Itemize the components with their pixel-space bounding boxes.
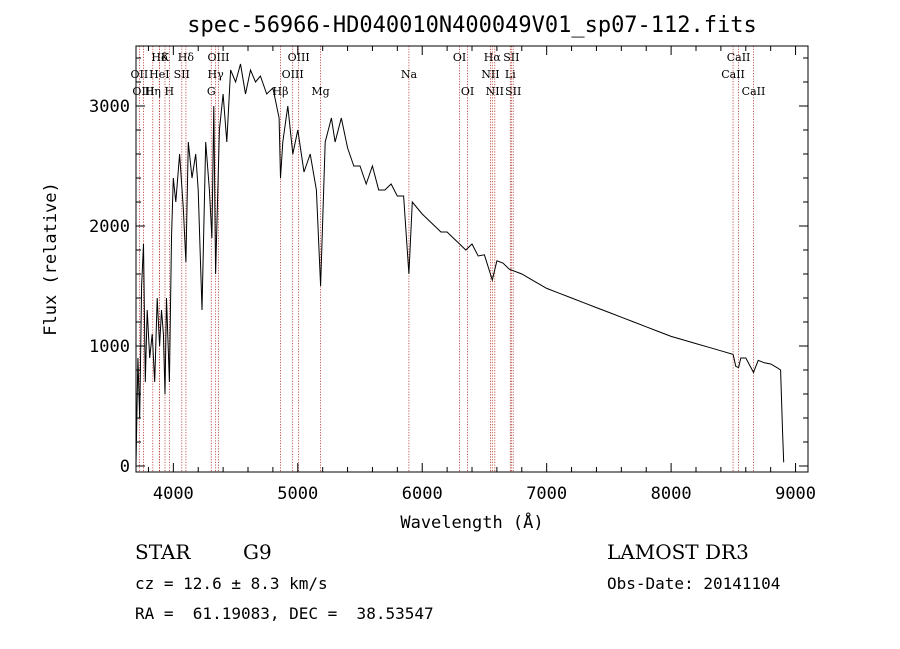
spectral-line-label: NII [481, 68, 499, 81]
y-axis-ticks: 0 1000 2000 3000 [89, 57, 808, 477]
x-tick-label: 6000 [402, 484, 443, 504]
spectral-line-label: Hγ [208, 68, 225, 81]
chart-title: spec-56966-HD040010N400049V01_sp07-112.f… [187, 13, 757, 38]
spectral-line-label: CaII [742, 85, 766, 98]
spectral-line-label: SII [174, 68, 190, 81]
spectral-line-label: OI [461, 85, 474, 98]
spectral-line-label: K [161, 51, 170, 64]
spectral-line-label: Hα [484, 51, 502, 64]
x-tick-label: 8000 [651, 484, 692, 504]
spectral-line-label: CaII [727, 51, 751, 64]
spectral-line-label: OI [453, 51, 466, 64]
spectral-line-label: SII [505, 85, 521, 98]
y-axis-label: Flux (relative) [41, 182, 61, 336]
spectral-line-label: OIII [288, 51, 310, 64]
redshift-velocity: cz = 12.6 ± 8.3 km/s [135, 574, 328, 593]
spectral-line-label: HeI [149, 68, 169, 81]
x-tick-label: 7000 [526, 484, 567, 504]
object-class: STAR [135, 540, 191, 564]
spectral-line-label: Na [401, 68, 418, 81]
y-tick-label: 0 [120, 457, 130, 477]
spectrum-line [135, 63, 785, 467]
sky-coordinates: RA = 61.19083, DEC = 38.53547 [135, 604, 434, 623]
observation-date: Obs-Date: 20141104 [607, 574, 781, 593]
spectral-line-markers [138, 46, 754, 472]
x-axis-label: Wavelength (Å) [400, 511, 543, 533]
spectral-line-label: SII [503, 51, 519, 64]
spectral-line-label: CaII [721, 68, 745, 81]
spectral-line-label: Mg [311, 85, 329, 98]
x-axis-ticks: 4000 5000 6000 7000 8000 9000 [147, 46, 816, 504]
spectral-line-label: Hη [145, 85, 161, 98]
y-tick-label: 2000 [89, 217, 130, 237]
spectral-line-label: H [165, 85, 175, 98]
spectral-line-label: Hδ [151, 51, 168, 64]
y-tick-label: 3000 [89, 97, 130, 117]
spectral-line-label: G [207, 85, 216, 98]
x-tick-label: 5000 [277, 484, 318, 504]
x-tick-label: 9000 [775, 484, 816, 504]
x-tick-label: 4000 [153, 484, 194, 504]
spectral-line-label: Hβ [273, 85, 289, 98]
survey-name: LAMOST DR3 [607, 540, 749, 564]
object-subclass: G9 [243, 540, 272, 564]
y-tick-label: 1000 [89, 337, 130, 357]
spectral-line-label: OIII [132, 85, 154, 98]
spectral-line-label: NII [486, 85, 504, 98]
spectral-line-label: Hδ [178, 51, 195, 64]
spectral-line-label: OIII [282, 68, 304, 81]
spectral-line-label: Li [505, 68, 516, 81]
plot-frame [135, 45, 809, 473]
spectrum-chart: spec-56966-HD040010N400049V01_sp07-112.f… [41, 13, 816, 533]
spectral-line-label: OIII [207, 51, 229, 64]
spectral-line-label: OII [131, 68, 149, 81]
